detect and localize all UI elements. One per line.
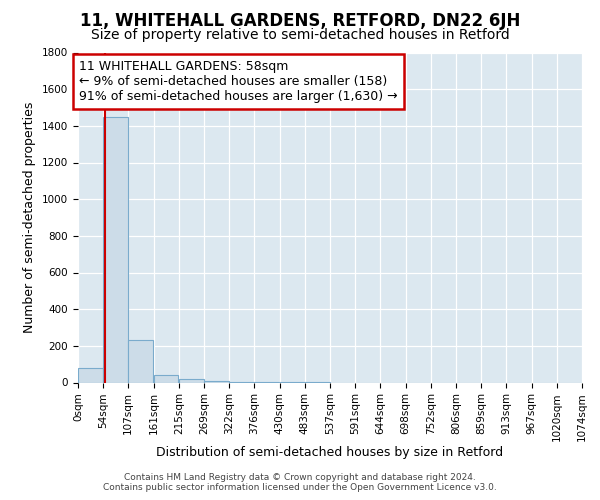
Text: 11 WHITEHALL GARDENS: 58sqm
← 9% of semi-detached houses are smaller (158)
91% o: 11 WHITEHALL GARDENS: 58sqm ← 9% of semi… bbox=[79, 60, 398, 103]
Bar bbox=[154, 375, 178, 382]
Bar bbox=[179, 379, 204, 382]
Bar bbox=[78, 368, 103, 382]
Bar bbox=[103, 116, 128, 382]
Bar bbox=[128, 340, 153, 382]
Text: 11, WHITEHALL GARDENS, RETFORD, DN22 6JH: 11, WHITEHALL GARDENS, RETFORD, DN22 6JH bbox=[80, 12, 520, 30]
Text: Contains HM Land Registry data © Crown copyright and database right 2024.
Contai: Contains HM Land Registry data © Crown c… bbox=[103, 473, 497, 492]
Bar bbox=[204, 380, 229, 382]
X-axis label: Distribution of semi-detached houses by size in Retford: Distribution of semi-detached houses by … bbox=[157, 446, 503, 460]
Text: Size of property relative to semi-detached houses in Retford: Size of property relative to semi-detach… bbox=[91, 28, 509, 42]
Y-axis label: Number of semi-detached properties: Number of semi-detached properties bbox=[23, 102, 37, 333]
